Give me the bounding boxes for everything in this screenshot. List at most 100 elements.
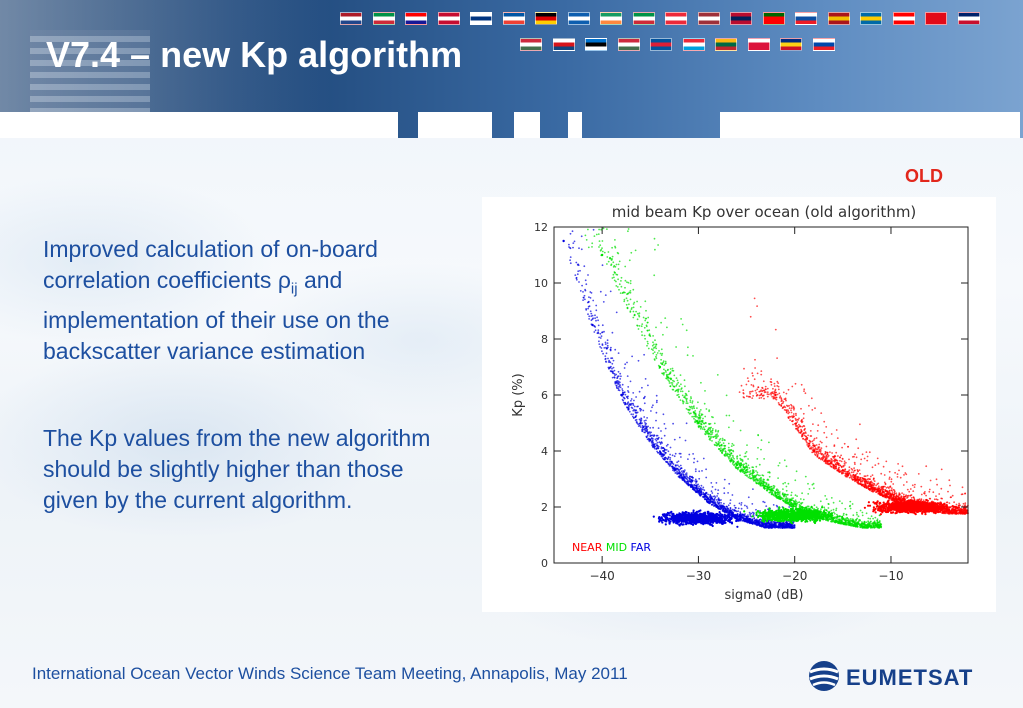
data-point — [629, 403, 632, 406]
data-point — [647, 425, 649, 428]
data-point — [717, 497, 720, 499]
data-point — [691, 402, 694, 404]
data-point — [694, 522, 697, 525]
data-point — [623, 367, 626, 369]
data-point — [684, 520, 687, 523]
data-point — [619, 386, 622, 389]
data-point — [589, 310, 592, 313]
data-point — [630, 413, 633, 416]
data-point — [730, 452, 733, 455]
data-point — [686, 516, 689, 519]
data-point — [624, 265, 627, 268]
data-point — [763, 526, 766, 529]
data-point — [657, 244, 659, 246]
data-point — [781, 499, 784, 502]
data-point — [682, 473, 685, 476]
data-point — [736, 467, 738, 470]
data-point — [653, 443, 656, 445]
data-point — [717, 505, 720, 508]
data-point — [585, 308, 587, 310]
data-point — [739, 512, 742, 514]
data-point — [716, 374, 719, 376]
data-point — [662, 360, 665, 362]
data-point — [650, 410, 652, 412]
data-point — [698, 477, 701, 480]
data-point — [759, 479, 762, 482]
data-point — [705, 496, 708, 499]
data-point — [710, 430, 712, 433]
data-point — [707, 518, 710, 521]
data-point — [676, 521, 679, 524]
data-point — [654, 339, 656, 342]
data-point — [835, 509, 837, 512]
data-point — [655, 343, 657, 346]
data-point — [757, 474, 760, 477]
data-point — [710, 482, 713, 484]
data-point — [685, 329, 688, 332]
data-point — [841, 522, 844, 525]
data-point — [856, 513, 858, 516]
data-point — [712, 428, 714, 430]
data-point — [684, 385, 686, 388]
data-point — [745, 455, 747, 458]
data-point — [651, 344, 654, 347]
data-point — [782, 497, 784, 500]
data-point — [672, 514, 675, 517]
data-point — [749, 520, 752, 523]
data-point — [660, 437, 663, 440]
data-point — [790, 502, 792, 504]
data-point — [644, 429, 647, 432]
data-point — [632, 392, 635, 394]
data-point — [711, 521, 715, 524]
data-point — [648, 329, 651, 332]
data-point — [702, 457, 705, 460]
data-point — [746, 474, 748, 477]
data-point — [669, 458, 671, 461]
data-point — [635, 396, 637, 398]
data-point — [772, 493, 775, 496]
data-point — [634, 419, 637, 422]
data-point — [669, 385, 672, 388]
data-point — [616, 385, 618, 387]
data-point — [778, 492, 781, 495]
data-point — [594, 317, 596, 320]
data-point — [721, 439, 724, 442]
data-point — [785, 497, 788, 500]
data-point — [762, 500, 765, 503]
data-point — [656, 399, 658, 402]
data-point — [703, 522, 706, 525]
data-point — [615, 280, 617, 283]
data-point — [689, 478, 691, 481]
data-point — [641, 430, 644, 433]
data-point — [782, 526, 784, 529]
data-point — [655, 401, 658, 404]
data-point — [643, 402, 646, 405]
data-point — [799, 507, 802, 509]
data-point — [624, 286, 626, 289]
data-point — [644, 378, 647, 380]
flag-france-icon — [502, 12, 525, 25]
data-point — [737, 466, 740, 469]
data-point — [830, 497, 833, 499]
data-point — [649, 427, 652, 429]
data-point — [661, 372, 663, 375]
data-point — [747, 516, 749, 518]
data-point — [733, 504, 736, 507]
data-point — [757, 446, 759, 449]
data-point — [681, 511, 684, 514]
data-point — [675, 384, 678, 387]
data-point — [756, 520, 758, 523]
data-point — [708, 435, 710, 437]
data-point — [642, 409, 645, 412]
data-point — [790, 494, 793, 497]
data-point — [596, 316, 598, 319]
data-point — [711, 514, 714, 518]
data-point — [657, 427, 660, 429]
flag-sweden-icon — [860, 12, 882, 25]
data-point — [731, 463, 734, 465]
data-point — [616, 251, 619, 254]
data-point — [711, 440, 713, 442]
data-point — [729, 499, 732, 501]
data-point — [869, 517, 872, 520]
data-point — [757, 519, 760, 522]
